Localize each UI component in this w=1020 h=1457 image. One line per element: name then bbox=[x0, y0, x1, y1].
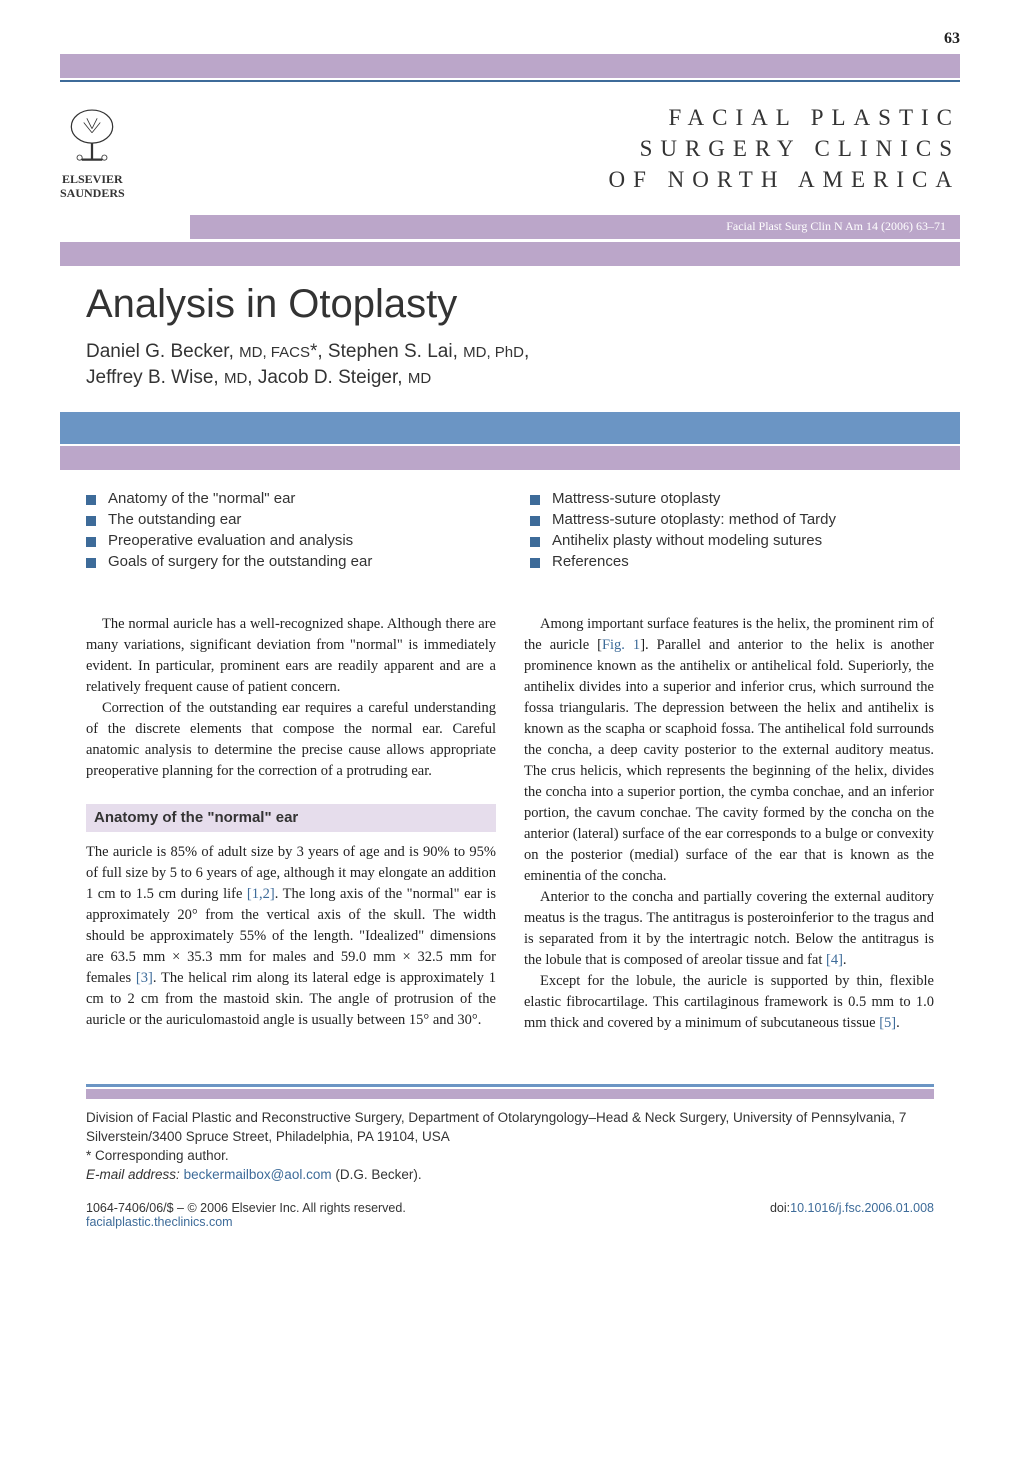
affiliation-text: Division of Facial Plastic and Reconstru… bbox=[86, 1109, 934, 1147]
contents-item[interactable]: The outstanding ear bbox=[86, 511, 490, 528]
para-6: Except for the lobule, the auricle is su… bbox=[524, 971, 934, 1034]
corresponding-author: * Corresponding author. bbox=[86, 1147, 934, 1166]
email-label: E-mail address: bbox=[86, 1167, 180, 1182]
contents-col-left: Anatomy of the "normal" ear The outstandi… bbox=[86, 490, 490, 574]
para-1: The normal auricle has a well-recognized… bbox=[86, 614, 496, 698]
contents-item-label: The outstanding ear bbox=[108, 511, 241, 528]
ref-link-1-2[interactable]: [1,2] bbox=[247, 886, 275, 902]
contents-item[interactable]: Anatomy of the "normal" ear bbox=[86, 490, 490, 507]
bullet-icon bbox=[530, 558, 540, 568]
contents-item-label: Mattress-suture otoplasty bbox=[552, 490, 720, 507]
journal-title: FACIAL PLASTIC SURGERY CLINICS OF NORTH … bbox=[608, 102, 960, 195]
blue-banner bbox=[60, 412, 960, 444]
publisher-name-1: ELSEVIER bbox=[60, 173, 125, 187]
ref-link-3[interactable]: [3] bbox=[136, 970, 153, 986]
contents-item[interactable]: References bbox=[530, 553, 934, 570]
body-col-left: The normal auricle has a well-recognized… bbox=[86, 614, 496, 1034]
journal-title-line3: OF NORTH AMERICA bbox=[608, 164, 960, 195]
contents-item[interactable]: Mattress-suture otoplasty bbox=[530, 490, 934, 507]
thin-divider bbox=[60, 80, 960, 82]
para-4: Among important surface features is the … bbox=[524, 614, 934, 887]
bullet-icon bbox=[530, 495, 540, 505]
ref-link-5[interactable]: [5] bbox=[879, 1015, 896, 1031]
fig-link-1[interactable]: Fig. 1 bbox=[602, 637, 640, 653]
contents-item-label: Anatomy of the "normal" ear bbox=[108, 490, 295, 507]
bullet-icon bbox=[530, 516, 540, 526]
contents-item-label: Goals of surgery for the outstanding ear bbox=[108, 553, 372, 570]
contents-item[interactable]: Preoperative evaluation and analysis bbox=[86, 532, 490, 549]
contents-item[interactable]: Antihelix plasty without modeling suture… bbox=[530, 532, 934, 549]
authors: Daniel G. Becker, MD, FACS*, Stephen S. … bbox=[86, 339, 960, 392]
email-link[interactable]: beckermailbox@aol.com bbox=[184, 1167, 332, 1182]
purple-bar-2 bbox=[60, 242, 960, 266]
bullet-icon bbox=[86, 537, 96, 547]
website-link[interactable]: facialplastic.theclinics.com bbox=[86, 1215, 934, 1229]
bullet-icon bbox=[86, 516, 96, 526]
publisher-name-2: SAUNDERS bbox=[60, 187, 125, 201]
para-3: The auricle is 85% of adult size by 3 ye… bbox=[86, 842, 496, 1031]
doi-label: doi: bbox=[770, 1201, 790, 1215]
contents-col-right: Mattress-suture otoplasty Mattress-suture… bbox=[530, 490, 934, 574]
contents-section: Anatomy of the "normal" ear The outstandi… bbox=[86, 490, 934, 574]
journal-title-line2: SURGERY CLINICS bbox=[608, 133, 960, 164]
footer-purple-bar bbox=[86, 1089, 934, 1099]
publisher-logo: ELSEVIER SAUNDERS bbox=[60, 108, 125, 201]
purple-banner-separator bbox=[60, 446, 960, 470]
affiliation: Division of Facial Plastic and Reconstru… bbox=[86, 1109, 934, 1185]
copyright-row: 1064-7406/06/$ – © 2006 Elsevier Inc. Al… bbox=[86, 1201, 934, 1215]
footer-section: Division of Facial Plastic and Reconstru… bbox=[86, 1084, 934, 1229]
bullet-icon bbox=[530, 537, 540, 547]
body-col-right: Among important surface features is the … bbox=[524, 614, 934, 1034]
elsevier-tree-icon bbox=[61, 108, 123, 170]
contents-item-label: Mattress-suture otoplasty: method of Tar… bbox=[552, 511, 836, 528]
contents-item[interactable]: Mattress-suture otoplasty: method of Tar… bbox=[530, 511, 934, 528]
page-number: 63 bbox=[60, 30, 960, 48]
doi-link[interactable]: 10.1016/j.fsc.2006.01.008 bbox=[790, 1201, 934, 1215]
contents-item-label: Preoperative evaluation and analysis bbox=[108, 532, 353, 549]
section-heading-anatomy: Anatomy of the "normal" ear bbox=[86, 804, 496, 832]
email-name: (D.G. Becker). bbox=[335, 1167, 421, 1182]
bullet-icon bbox=[86, 495, 96, 505]
footer-divider bbox=[86, 1084, 934, 1087]
para-2: Correction of the outstanding ear requir… bbox=[86, 698, 496, 782]
citation-bar: Facial Plast Surg Clin N Am 14 (2006) 63… bbox=[190, 215, 960, 239]
bullet-icon bbox=[86, 558, 96, 568]
citation-text: Facial Plast Surg Clin N Am 14 (2006) 63… bbox=[726, 219, 946, 234]
contents-item[interactable]: Goals of surgery for the outstanding ear bbox=[86, 553, 490, 570]
body-columns: The normal auricle has a well-recognized… bbox=[86, 614, 934, 1034]
contents-item-label: References bbox=[552, 553, 629, 570]
journal-title-line1: FACIAL PLASTIC bbox=[608, 102, 960, 133]
top-purple-bar bbox=[60, 54, 960, 78]
ref-link-4[interactable]: [4] bbox=[826, 952, 843, 968]
contents-item-label: Antihelix plasty without modeling suture… bbox=[552, 532, 822, 549]
article-title: Analysis in Otoplasty bbox=[86, 282, 960, 327]
copyright-text: 1064-7406/06/$ – © 2006 Elsevier Inc. Al… bbox=[86, 1201, 406, 1215]
para-5: Anterior to the concha and partially cov… bbox=[524, 887, 934, 971]
